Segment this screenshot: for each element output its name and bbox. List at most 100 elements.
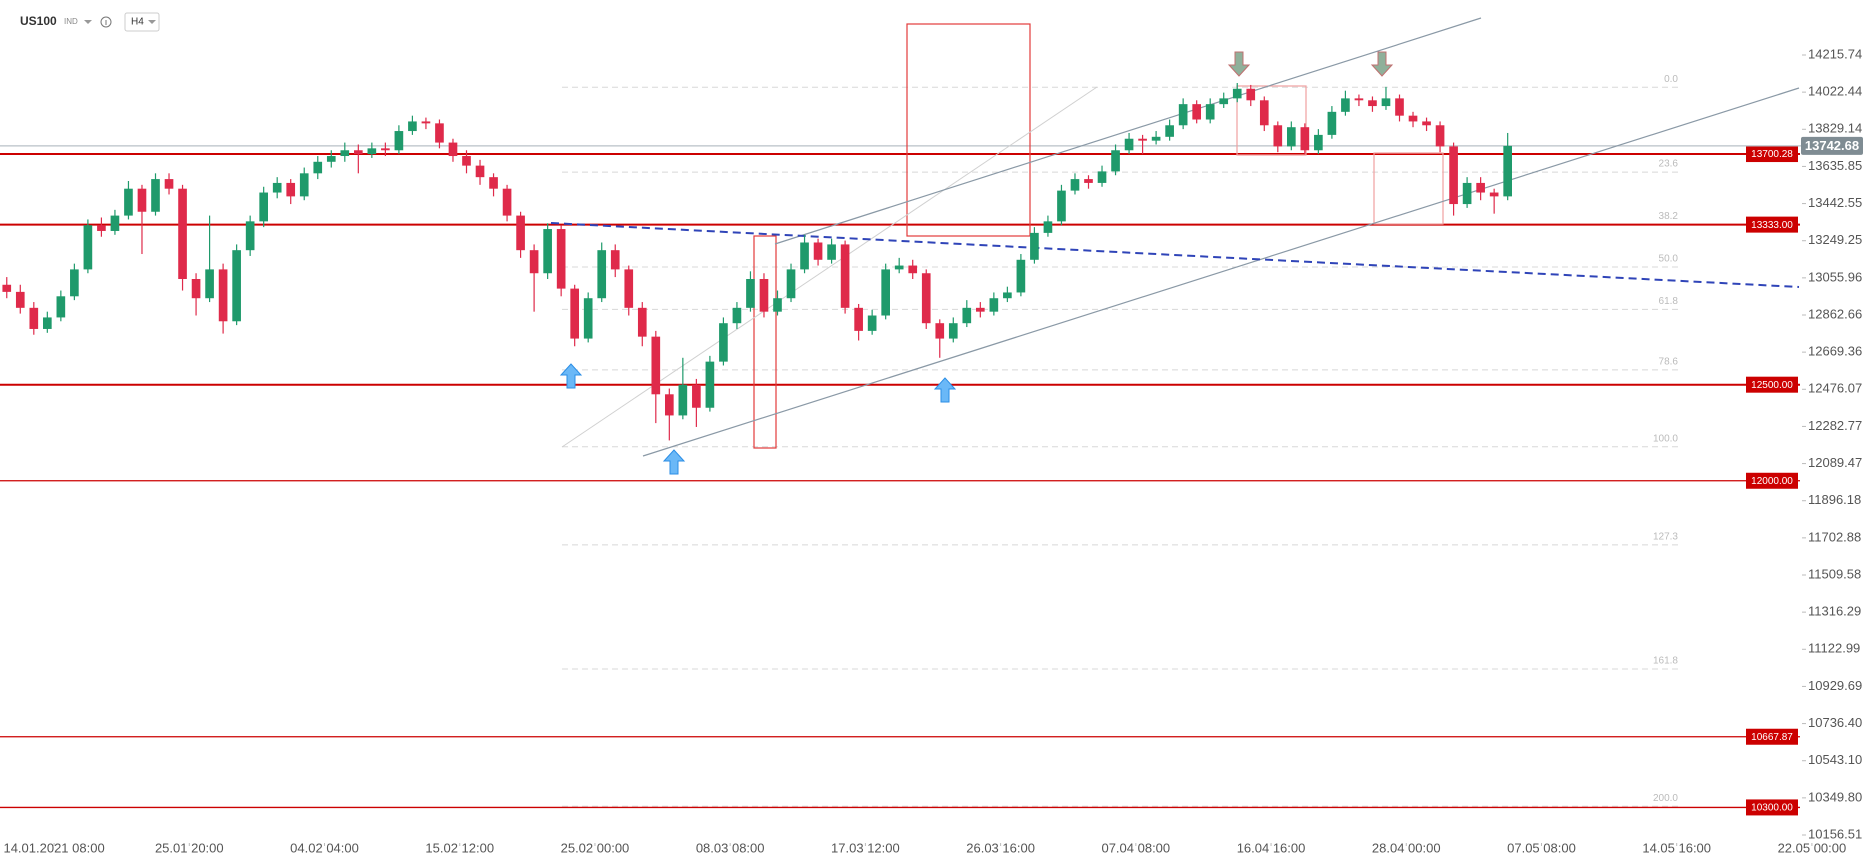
candle-body bbox=[678, 384, 688, 416]
up-arrows bbox=[559, 363, 957, 475]
y-tick-label: 12282.77 bbox=[1808, 418, 1862, 433]
y-tick-label: 10929.69 bbox=[1808, 678, 1862, 693]
market: IND bbox=[64, 17, 78, 26]
trend-line bbox=[550, 222, 1800, 288]
y-tick-label: 11896.18 bbox=[1808, 492, 1861, 507]
y-tick-label: 12476.07 bbox=[1808, 381, 1862, 396]
box bbox=[1236, 85, 1307, 156]
candle-body bbox=[435, 123, 444, 143]
candle-body bbox=[178, 188, 187, 280]
candle-body bbox=[1381, 98, 1391, 107]
y-tick-label: 12089.47 bbox=[1808, 455, 1862, 470]
candle-body bbox=[1151, 136, 1161, 141]
candle-body bbox=[245, 221, 255, 251]
candle-body bbox=[1449, 146, 1458, 205]
y-tick-label: 10156.51 bbox=[1808, 826, 1862, 841]
candle-body bbox=[881, 269, 891, 316]
level-tag bbox=[1746, 472, 1798, 489]
candle-body bbox=[475, 165, 485, 178]
x-tick-label: 04.02 04:00 bbox=[290, 840, 359, 855]
candle-body bbox=[1057, 190, 1066, 222]
level-label: 10667.87 bbox=[1751, 732, 1793, 743]
candle-body bbox=[124, 188, 133, 216]
y-tick-label: 10349.80 bbox=[1808, 789, 1862, 804]
candle-body bbox=[773, 298, 782, 312]
candle-body bbox=[1178, 104, 1188, 126]
x-tick-label: 07.05 08:00 bbox=[1507, 840, 1576, 855]
candle-body bbox=[583, 298, 593, 339]
candle-body bbox=[962, 307, 972, 324]
y-tick-label: 10736.40 bbox=[1808, 715, 1862, 730]
candle-body bbox=[29, 307, 39, 329]
candle-body bbox=[840, 244, 850, 308]
fib-label: 61.8 bbox=[1659, 296, 1679, 307]
axes: 10156.51 10349.80 10543.10 10736.40 10929.69… bbox=[3, 46, 1863, 855]
arrow-up bbox=[933, 377, 957, 403]
candle-body bbox=[1070, 179, 1080, 191]
info-icon[interactable] bbox=[100, 16, 112, 28]
candle-body bbox=[394, 131, 404, 151]
interval-select[interactable] bbox=[124, 12, 160, 32]
candle-body bbox=[164, 179, 174, 189]
candle-body bbox=[1138, 138, 1147, 141]
y-tick-label: 12669.36 bbox=[1808, 344, 1862, 359]
x-tick-label: 28.04 00:00 bbox=[1372, 840, 1441, 855]
candle-body bbox=[232, 250, 241, 322]
candle-body bbox=[272, 182, 282, 193]
candle-body bbox=[1354, 98, 1364, 101]
level-label: 12500.00 bbox=[1751, 380, 1793, 391]
y-tick-label: 11316.29 bbox=[1808, 604, 1861, 619]
fib-label: 127.3 bbox=[1653, 532, 1678, 543]
candle-body bbox=[948, 323, 958, 339]
candle-body bbox=[556, 229, 566, 289]
fib-label: 38.2 bbox=[1659, 211, 1679, 222]
level-tag bbox=[1746, 146, 1798, 163]
x-tick-label: 14.05 16:00 bbox=[1642, 840, 1711, 855]
x-tick-label: 25.02 00:00 bbox=[561, 840, 630, 855]
candle-body bbox=[746, 279, 755, 308]
fib-label: 161.8 bbox=[1653, 656, 1678, 667]
candle-body bbox=[381, 148, 390, 151]
candle-body bbox=[299, 173, 309, 197]
candle-body bbox=[894, 265, 904, 270]
level-tag bbox=[1746, 216, 1798, 233]
candle-body bbox=[421, 121, 431, 124]
y-tick-label: 13055.96 bbox=[1808, 269, 1862, 284]
candle-body bbox=[1043, 221, 1053, 233]
y-tick-label: 11122.99 bbox=[1808, 641, 1860, 656]
x-tick-label: 15.02 12:00 bbox=[425, 840, 494, 855]
dropdown-icon bbox=[148, 20, 156, 24]
x-tick-label: 17.03 12:00 bbox=[831, 840, 900, 855]
candle-body bbox=[1368, 100, 1377, 107]
fib-label: 200.0 bbox=[1653, 793, 1678, 804]
candle-body bbox=[1300, 127, 1310, 151]
candle-body bbox=[1286, 127, 1296, 147]
dropdown-icon[interactable] bbox=[84, 20, 92, 24]
candle-body bbox=[1408, 115, 1418, 122]
candle-body bbox=[313, 161, 323, 174]
candle-body bbox=[1205, 104, 1215, 120]
candle-body bbox=[1489, 192, 1499, 197]
candle-body bbox=[408, 121, 417, 132]
candle-body bbox=[1462, 182, 1472, 205]
candle-body bbox=[83, 225, 93, 270]
candle-body bbox=[259, 192, 269, 222]
y-tick-label: 14022.44 bbox=[1808, 84, 1862, 99]
candle-body bbox=[719, 323, 728, 362]
x-tick-label: 14.01.2021 08:00 bbox=[3, 840, 104, 855]
candle-body bbox=[326, 156, 336, 162]
candle-body bbox=[205, 269, 214, 299]
y-tick-label: 13442.55 bbox=[1808, 195, 1862, 210]
candle-body bbox=[97, 225, 106, 231]
candle-body bbox=[800, 242, 809, 270]
candle-body bbox=[502, 188, 512, 216]
candle-body bbox=[637, 307, 647, 337]
candle-body bbox=[1111, 150, 1120, 172]
candle-body bbox=[367, 148, 377, 155]
candle-body bbox=[1219, 98, 1229, 105]
candle-body bbox=[42, 317, 52, 329]
symbol[interactable]: US100 bbox=[20, 14, 57, 28]
candle-body bbox=[1341, 98, 1350, 112]
candle-body bbox=[1327, 111, 1337, 135]
